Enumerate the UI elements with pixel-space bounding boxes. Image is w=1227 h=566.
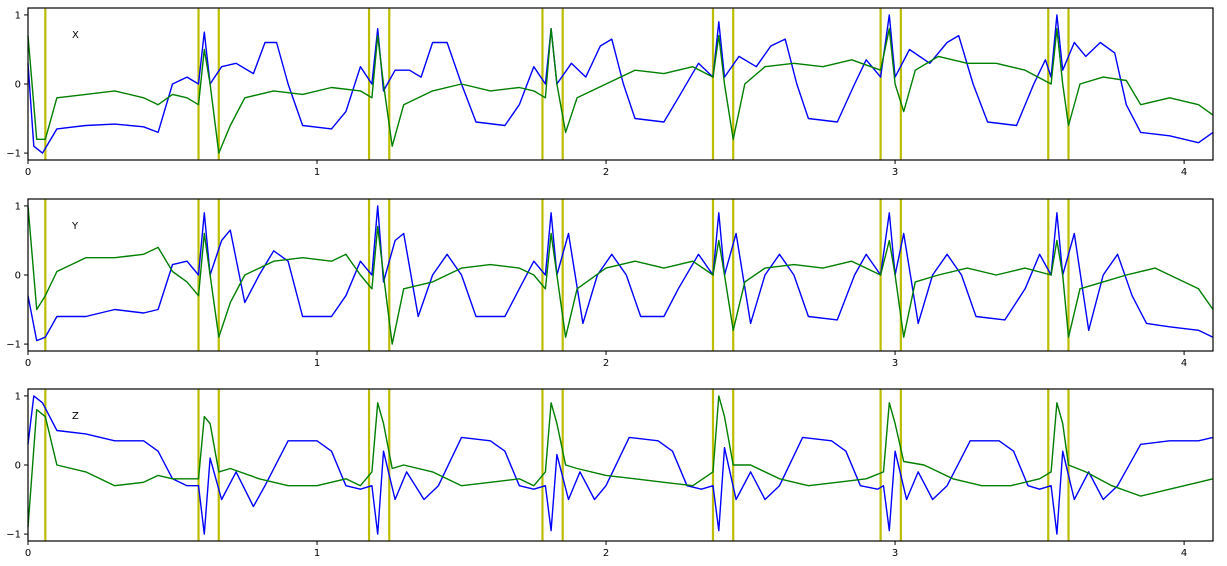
x-tick-label: 4 <box>1181 167 1187 178</box>
y-tick-label: −1 <box>6 530 21 541</box>
plot-panel-x: 0 1 2 3 4 −1 0 1 X <box>6 7 1214 178</box>
x-tick-label: 4 <box>1181 358 1187 369</box>
x-tick-label: 0 <box>25 167 31 178</box>
y-tick-label: −1 <box>6 340 21 351</box>
x-tick-label: 2 <box>603 358 609 369</box>
series-line-green <box>27 28 1214 154</box>
series-line-blue <box>27 395 1214 535</box>
x-tick-label: 1 <box>314 167 320 178</box>
panel-label: Y <box>71 221 79 232</box>
x-tick-label: 2 <box>603 167 609 178</box>
x-tick-label: 0 <box>25 548 31 559</box>
x-tick-label: 4 <box>1181 548 1187 559</box>
axes-frame <box>27 7 1214 161</box>
y-tick-label: 1 <box>15 391 21 402</box>
x-tick-label: 1 <box>314 548 320 559</box>
x-tick-label: 3 <box>892 167 898 178</box>
x-tick-label: 3 <box>892 358 898 369</box>
y-tick-label: 0 <box>15 80 21 91</box>
series-line-green <box>27 205 1214 345</box>
x-tick-label: 3 <box>892 548 898 559</box>
panel-label: Z <box>72 411 79 422</box>
y-tick-label: 1 <box>15 10 21 21</box>
series-line-blue <box>27 14 1214 154</box>
y-tick-label: 0 <box>15 271 21 282</box>
series-line-green <box>27 395 1214 528</box>
plot-panel-z: 0 1 2 3 4 −1 0 1 Z <box>6 388 1214 559</box>
plot-panel-y: 0 1 2 3 4 −1 0 1 Y <box>6 198 1214 369</box>
x-tick-label: 2 <box>603 548 609 559</box>
y-tick-label: −1 <box>6 149 21 160</box>
y-tick-label: 0 <box>15 461 21 472</box>
x-tick-label: 0 <box>25 358 31 369</box>
x-tick-label: 1 <box>314 358 320 369</box>
y-tick-label: 1 <box>15 201 21 212</box>
panel-label: X <box>72 30 79 41</box>
series-line-blue <box>27 205 1214 342</box>
